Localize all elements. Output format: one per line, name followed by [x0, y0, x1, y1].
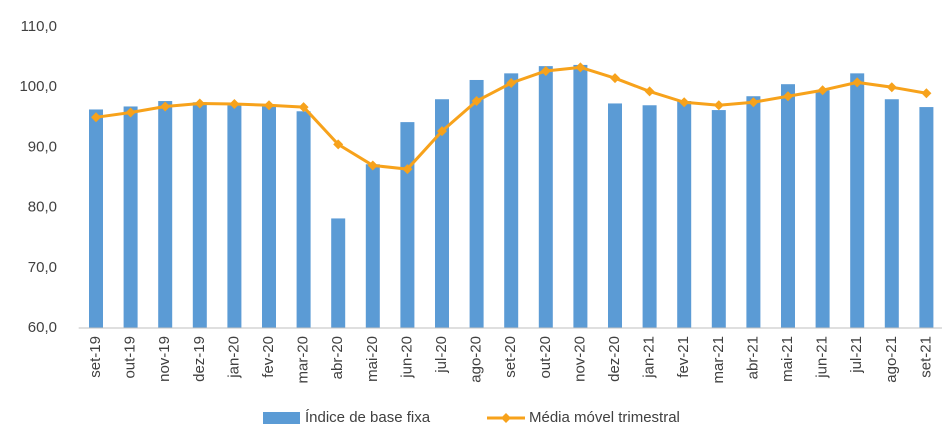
bar — [89, 109, 103, 328]
x-tick-label: jan-21 — [641, 336, 658, 379]
bar — [677, 101, 692, 329]
bar — [608, 103, 622, 328]
x-tick-label: set-19 — [87, 336, 104, 378]
line-marker — [783, 91, 793, 102]
bar — [158, 101, 173, 329]
x-tick-label: mai-20 — [364, 336, 381, 382]
x-tick-label: ago-21 — [883, 336, 900, 383]
line-marker — [506, 77, 517, 88]
line-marker — [886, 82, 897, 93]
line-marker — [748, 97, 759, 108]
y-tick-label: 70,0 — [28, 259, 57, 276]
x-tick-label: abr-20 — [329, 336, 346, 379]
x-tick-label: fev-20 — [260, 336, 277, 378]
y-tick-label: 90,0 — [28, 138, 57, 155]
x-tick-label: dez-20 — [606, 336, 623, 382]
line-marker — [91, 112, 101, 123]
x-tick-label: set-20 — [502, 336, 519, 378]
bar — [469, 79, 484, 328]
bar — [365, 164, 380, 328]
x-tick-label: mai-21 — [779, 336, 796, 382]
x-tick-label: jul-21 — [848, 336, 865, 374]
line-marker — [575, 62, 586, 73]
bar — [504, 73, 519, 328]
line-marker — [921, 88, 932, 99]
line-marker — [229, 99, 240, 110]
line-marker — [437, 126, 447, 137]
line-marker — [713, 100, 724, 111]
y-tick-label: 80,0 — [28, 199, 57, 216]
x-tick-label: jun-20 — [398, 336, 415, 379]
x-tick-label: jun-21 — [814, 336, 831, 379]
x-tick-label: mar-20 — [295, 336, 312, 384]
bar — [884, 99, 899, 329]
bar — [123, 106, 138, 329]
x-tick-label: jul-20 — [433, 336, 450, 374]
x-tick-label: dez-19 — [191, 336, 208, 382]
y-tick-label: 110,0 — [21, 18, 57, 35]
bar — [711, 110, 726, 329]
line-marker — [367, 160, 378, 171]
bar — [538, 66, 553, 328]
line-marker — [298, 102, 309, 113]
x-tick-label: out-19 — [122, 336, 139, 379]
bar — [227, 105, 242, 328]
x-tick-label: mar-21 — [710, 336, 727, 384]
line-marker — [264, 100, 274, 111]
legend-swatch — [263, 412, 300, 424]
x-tick-label: jan-20 — [225, 336, 242, 379]
bar — [573, 64, 588, 329]
x-tick-label: ago-20 — [468, 336, 485, 383]
x-tick-label: nov-19 — [156, 336, 173, 382]
x-tick-label: abr-21 — [744, 336, 761, 379]
y-tick-label: 100,0 — [19, 78, 57, 95]
x-tick-label: out-20 — [537, 336, 554, 379]
x-tick-label: fev-21 — [675, 336, 692, 378]
bar — [331, 218, 346, 328]
line-marker — [471, 96, 482, 107]
bar — [400, 122, 415, 328]
line-marker — [194, 98, 205, 109]
line-marker — [679, 97, 690, 108]
line-marker — [402, 164, 413, 175]
line-marker — [852, 77, 863, 88]
line-marker — [333, 139, 344, 150]
bar — [746, 96, 761, 328]
line-marker — [644, 86, 655, 97]
line-marker — [125, 107, 136, 118]
legend-label: Média móvel trimestral — [529, 409, 680, 426]
x-tick-label: nov-20 — [571, 336, 588, 382]
x-tick-label: set-21 — [917, 336, 934, 378]
bar — [192, 102, 207, 328]
bar — [781, 84, 795, 328]
bar — [262, 105, 276, 328]
line-marker — [610, 73, 620, 84]
legend-label: Índice de base fixa — [305, 409, 431, 426]
bar — [642, 105, 657, 328]
bar — [435, 99, 449, 329]
line-marker — [540, 65, 551, 76]
line-marker — [160, 101, 171, 112]
line-marker — [817, 85, 828, 96]
bar — [815, 90, 830, 329]
bar — [919, 107, 934, 328]
legend-marker — [501, 413, 511, 423]
y-tick-label: 60,0 — [28, 319, 57, 336]
bar — [850, 73, 865, 328]
bar — [296, 111, 311, 328]
